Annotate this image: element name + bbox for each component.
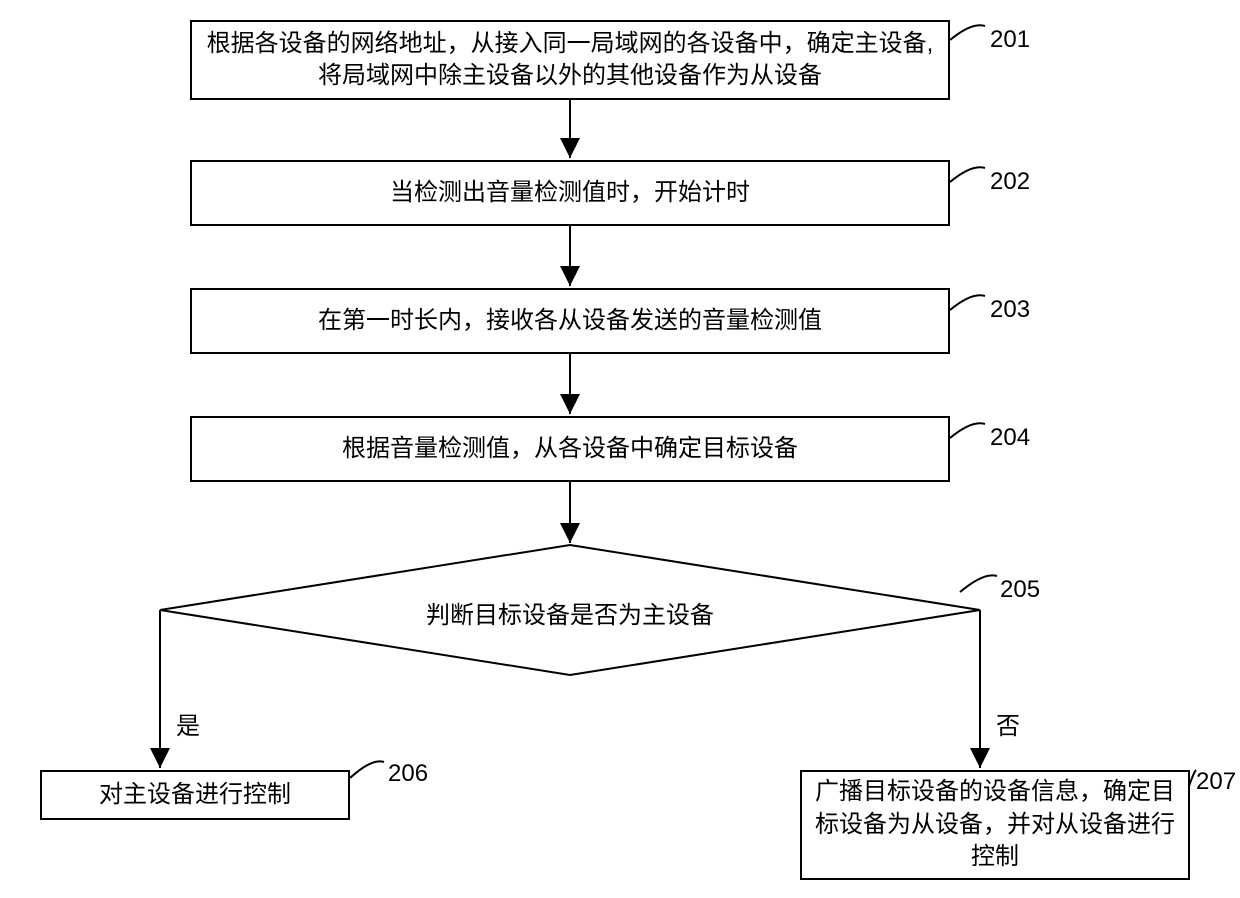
leader-204 <box>950 423 985 438</box>
process-node-202: 当检测出音量检测值时，开始计时 <box>190 160 950 226</box>
flowchart-canvas: 根据各设备的网络地址，从接入同一局域网的各设备中，确定主设备,将局域网中除主设备… <box>0 0 1240 898</box>
step-label-203: 203 <box>990 296 1030 324</box>
node-text: 当检测出音量检测值时，开始计时 <box>390 177 750 209</box>
step-label-206: 206 <box>388 760 428 788</box>
edge-label-yes: 是 <box>176 706 200 741</box>
process-node-206: 对主设备进行控制 <box>40 770 350 820</box>
node-text: 对主设备进行控制 <box>99 779 291 811</box>
node-text: 根据各设备的网络地址，从接入同一局域网的各设备中，确定主设备,将局域网中除主设备… <box>202 28 938 93</box>
leader-202 <box>950 167 985 182</box>
process-node-201: 根据各设备的网络地址，从接入同一局域网的各设备中，确定主设备,将局域网中除主设备… <box>190 20 950 100</box>
step-label-202: 202 <box>990 168 1030 196</box>
step-label-207: 207 <box>1196 768 1236 796</box>
process-node-207: 广播目标设备的设备信息，确定目标设备为从设备，并对从设备进行控制 <box>800 770 1190 880</box>
leader-203 <box>950 295 985 310</box>
step-label-201: 201 <box>990 26 1030 54</box>
leader-205 <box>960 575 997 592</box>
step-label-204: 204 <box>990 424 1030 452</box>
node-text: 在第一时长内，接收各从设备发送的音量检测值 <box>318 305 822 337</box>
leader-207 <box>1189 770 1196 786</box>
node-text: 根据音量检测值，从各设备中确定目标设备 <box>342 433 798 465</box>
edge-label-no: 否 <box>996 706 1020 741</box>
process-node-203: 在第一时长内，接收各从设备发送的音量检测值 <box>190 288 950 354</box>
node-text: 广播目标设备的设备信息，确定目标设备为从设备，并对从设备进行控制 <box>812 776 1178 873</box>
node-text: 判断目标设备是否为主设备 <box>426 602 714 629</box>
decision-node-205-text: 判断目标设备是否为主设备 <box>350 595 790 630</box>
process-node-204: 根据音量检测值，从各设备中确定目标设备 <box>190 416 950 482</box>
leader-201 <box>950 25 985 40</box>
step-label-205: 205 <box>1000 576 1040 604</box>
leader-206 <box>350 761 384 778</box>
